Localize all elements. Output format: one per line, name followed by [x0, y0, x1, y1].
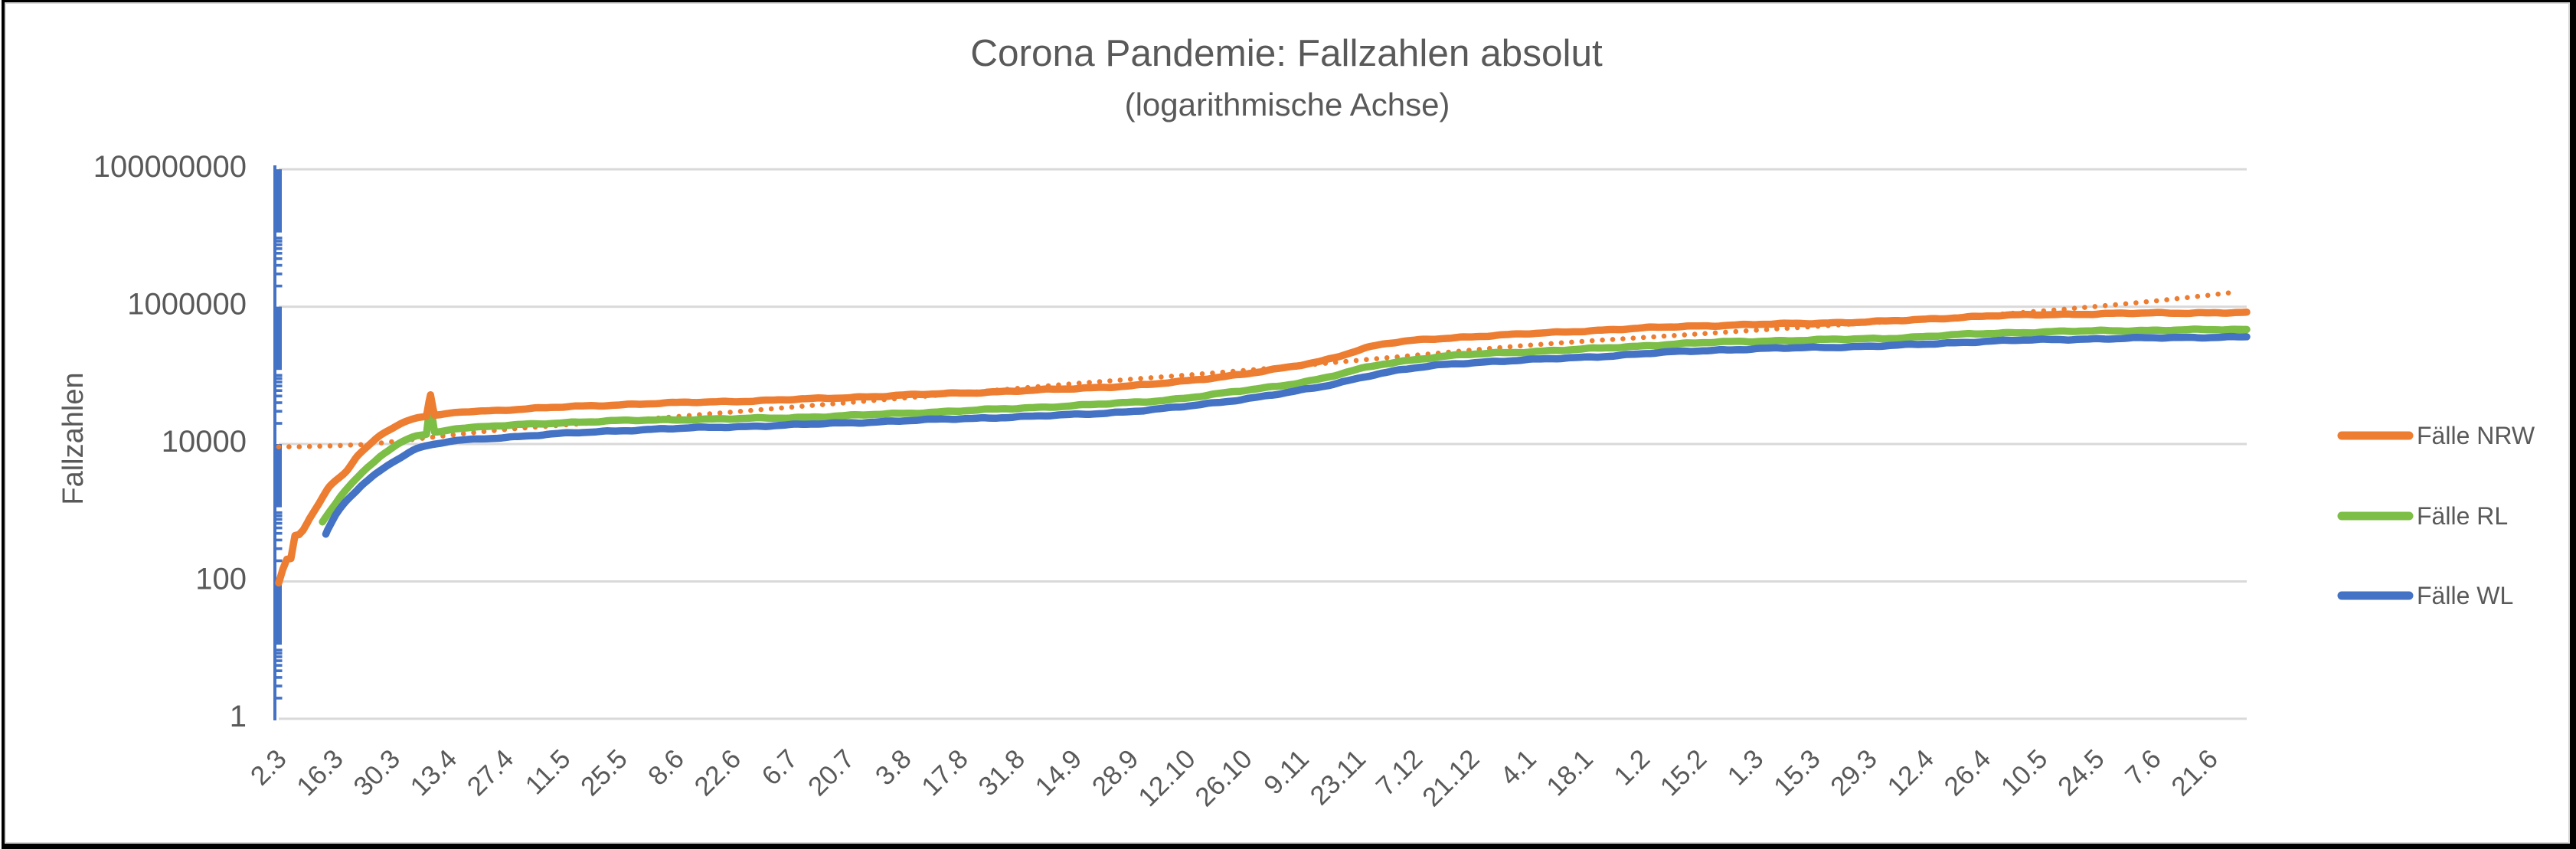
svg-text:10000: 10000 [162, 425, 247, 459]
svg-text:1000000: 1000000 [127, 288, 247, 322]
svg-text:100000000: 100000000 [93, 150, 247, 184]
svg-text:(logarithmische Achse): (logarithmische Achse) [1125, 87, 1450, 122]
svg-text:Fallzahlen: Fallzahlen [57, 372, 90, 505]
svg-text:1: 1 [230, 700, 247, 733]
svg-text:Corona Pandemie: Fallzahlen ab: Corona Pandemie: Fallzahlen absolut [970, 32, 1603, 74]
svg-text:Fälle NRW: Fälle NRW [2417, 422, 2535, 449]
svg-text:Fälle WL: Fälle WL [2417, 582, 2513, 609]
svg-text:Fälle RL: Fälle RL [2417, 502, 2508, 530]
svg-text:100: 100 [195, 563, 247, 596]
